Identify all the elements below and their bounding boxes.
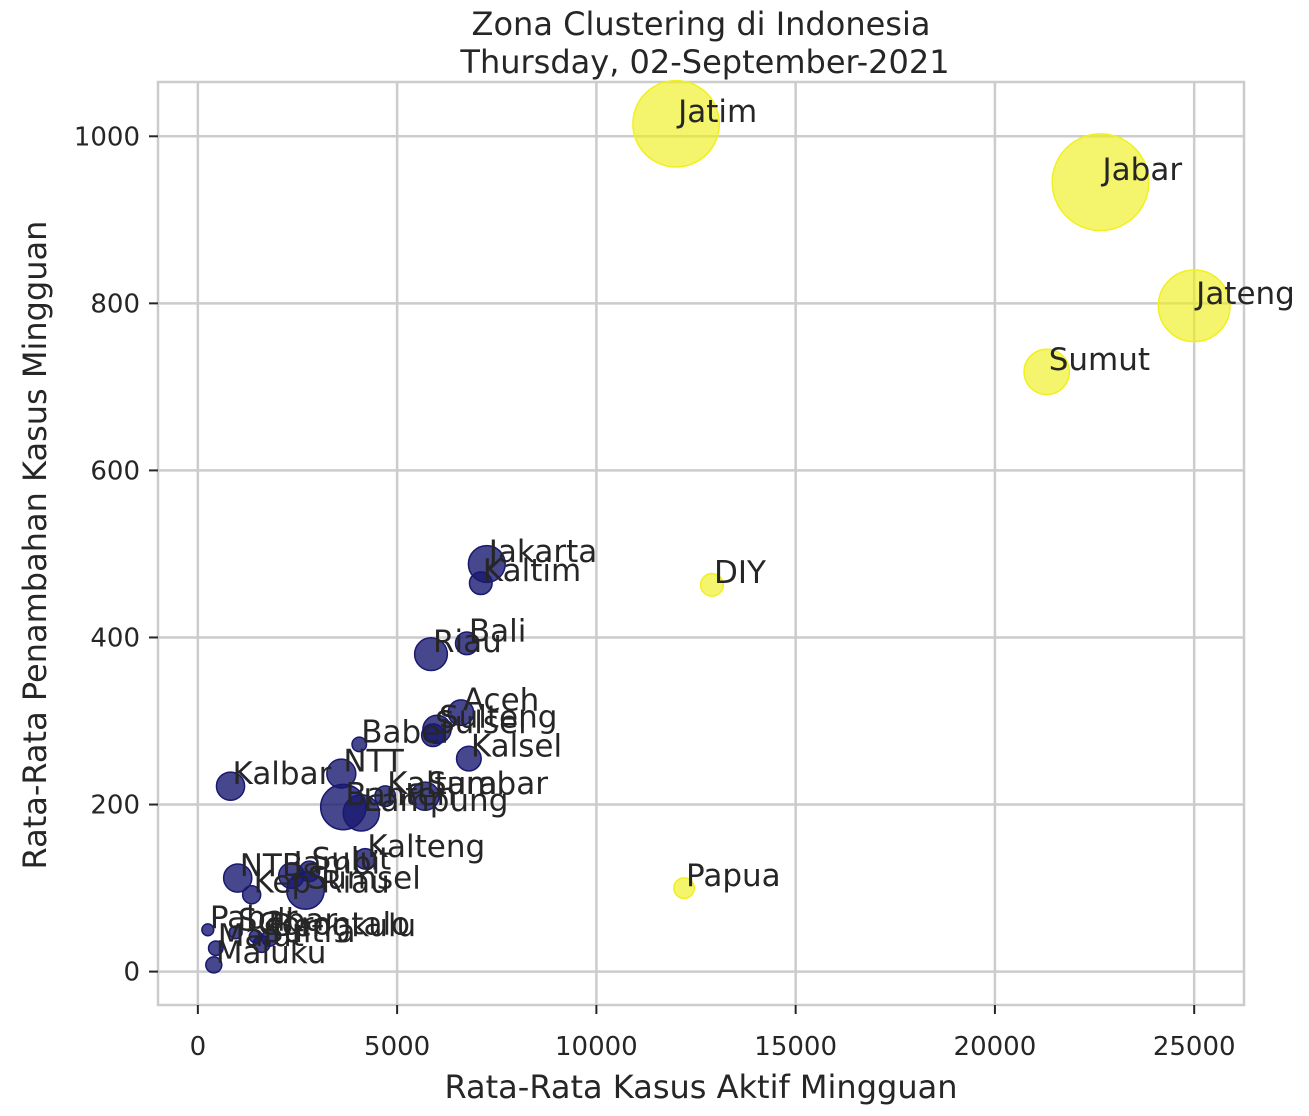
point-labels: JatimJabarJatengSumutDIYPapuaJakartaKalt… <box>210 94 1295 971</box>
data-point <box>326 758 357 789</box>
data-point <box>632 79 721 168</box>
x-tick-label: 15000 <box>754 1032 837 1062</box>
data-point <box>1051 133 1150 232</box>
axis-ticks: 0 5000 10000 15000 20000 25000 0 200 400 600 800 10… <box>74 122 1236 1062</box>
point-label: Maluku <box>216 935 327 971</box>
data-point <box>228 925 243 940</box>
y-tick-label: 200 <box>90 791 140 821</box>
point-label: Sulteng <box>439 699 558 735</box>
data-point <box>248 929 263 944</box>
point-label: Pabar <box>210 900 298 936</box>
point-label: NTB <box>240 848 303 884</box>
point-label: Kaltara <box>387 766 497 802</box>
data-point <box>454 631 479 656</box>
point-label: Jakarta <box>487 534 597 570</box>
point-label: Jabar <box>1101 152 1183 188</box>
point-label: Banten <box>345 777 456 813</box>
point-label: Jatim <box>676 94 757 130</box>
point-label: Riau <box>433 624 502 660</box>
y-tick-label: 400 <box>90 623 140 653</box>
point-label: Sulbar <box>238 902 338 938</box>
data-point <box>207 940 224 957</box>
chart-title: Zona Clustering di Indonesia <box>472 5 931 43</box>
x-tick-label: 25000 <box>1153 1032 1236 1062</box>
data-point <box>420 723 446 748</box>
x-tick-label: 10000 <box>555 1032 638 1062</box>
point-label: DIY <box>714 555 766 591</box>
point-label: Sumut <box>1049 342 1150 378</box>
point-label: Lampung <box>363 783 508 819</box>
point-label: Kalsel <box>471 729 562 765</box>
data-points <box>201 79 1231 974</box>
point-label: Sulut <box>311 841 391 877</box>
chart-subtitle: Thursday, 02-September-2021 <box>459 43 949 81</box>
y-tick-label: 800 <box>90 289 140 319</box>
point-label: Sumbar <box>427 766 548 802</box>
x-tick-label: 0 <box>190 1032 207 1062</box>
data-point <box>374 785 397 808</box>
point-label: Gorontalo <box>258 907 410 943</box>
point-label: Papua <box>686 858 781 894</box>
data-point <box>410 781 440 812</box>
point-label: Aceh <box>463 683 539 719</box>
point-label: Jateng <box>1194 276 1295 312</box>
point-label: Malut <box>218 918 304 954</box>
point-label: NTT <box>343 744 405 780</box>
data-point <box>673 877 696 900</box>
point-label: Bengkulu <box>272 908 417 944</box>
y-tick-label: 600 <box>90 456 140 486</box>
data-point <box>351 736 368 753</box>
x-axis-label: Rata-Rata Kasus Aktif Mingguan <box>444 1068 957 1106</box>
y-tick-label: 1000 <box>74 122 140 152</box>
y-tick-label: 0 <box>123 958 140 988</box>
data-point <box>455 745 482 772</box>
data-point <box>354 847 377 870</box>
data-point <box>447 699 475 727</box>
data-point <box>215 771 246 801</box>
point-label: Jambi <box>292 846 381 882</box>
point-label: Sultra <box>264 914 356 950</box>
data-point <box>222 863 253 893</box>
point-label: Sumsel <box>307 861 420 897</box>
data-point <box>1023 348 1071 396</box>
point-label: Kalteng <box>367 829 485 865</box>
x-tick-label: 5000 <box>364 1032 430 1062</box>
data-point <box>468 571 493 596</box>
data-point <box>241 884 262 905</box>
data-point <box>699 572 725 597</box>
point-label: Bali <box>469 613 527 649</box>
data-point <box>413 637 449 672</box>
point-label: Kep Riau <box>254 865 390 901</box>
data-point <box>1157 269 1231 343</box>
data-point <box>201 923 215 937</box>
plot-frame <box>156 80 1246 1007</box>
x-tick-label: 20000 <box>954 1032 1037 1062</box>
data-point <box>205 956 223 974</box>
point-label: Sulsel <box>435 705 527 741</box>
point-label: Kalbar <box>233 756 332 792</box>
point-label: Kaltim <box>483 553 581 589</box>
data-point <box>298 860 321 883</box>
y-axis-label: Rata-Rata Penambahan Kasus Mingguan <box>16 221 54 870</box>
data-point <box>342 794 381 832</box>
grid <box>158 82 1244 1005</box>
point-label: Babel <box>361 714 449 750</box>
